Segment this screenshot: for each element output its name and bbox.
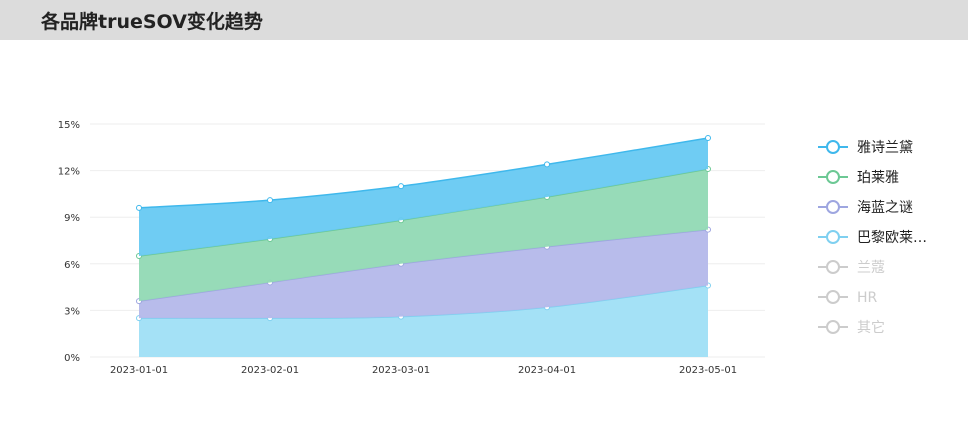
y-tick-label: 15%	[58, 120, 80, 131]
legend-marker	[826, 320, 840, 334]
area-4	[139, 137, 708, 257]
legend-label: 其它	[857, 319, 885, 336]
y-tick-label: 12%	[58, 167, 80, 178]
legend-label: 珀莱雅	[857, 170, 899, 186]
data-point	[267, 197, 273, 204]
data-point	[705, 134, 711, 141]
y-tick-label: 3%	[64, 306, 80, 317]
legend-item[interactable]: 海蓝之谜	[818, 200, 913, 216]
y-tick-label: 6%	[64, 260, 80, 271]
area-1	[139, 285, 708, 357]
legend-marker	[826, 140, 840, 154]
area-2	[139, 229, 708, 319]
x-tick-label: 2023-04-01	[518, 365, 576, 376]
x-tick-label: 2023-01-01	[110, 365, 168, 376]
legend-label: 兰蔻	[857, 260, 885, 276]
legend-item[interactable]: HR	[818, 290, 878, 306]
legend-marker	[826, 260, 840, 274]
data-point	[136, 204, 142, 211]
page-header: 各品牌trueSOV变化趋势	[0, 0, 968, 40]
x-tick-label: 2023-03-01	[372, 365, 430, 376]
legend-marker	[826, 230, 840, 244]
legend-label: HR	[857, 290, 878, 306]
legend-marker	[826, 170, 840, 184]
page-title: 各品牌trueSOV变化趋势	[41, 11, 263, 33]
y-tick-label: 9%	[64, 213, 80, 224]
data-point	[544, 161, 550, 168]
legend-item[interactable]: 兰蔻	[818, 260, 885, 276]
legend-item[interactable]: 巴黎欧莱…	[818, 230, 927, 246]
x-tick-label: 2023-05-01	[679, 365, 737, 376]
legend-item[interactable]: 珀莱雅	[818, 170, 899, 186]
y-tick-label: 0%	[64, 353, 80, 364]
legend-label: 雅诗兰黛	[857, 140, 913, 156]
legend-item[interactable]: 雅诗兰黛	[818, 140, 913, 156]
legend-item[interactable]: 其它	[818, 319, 885, 336]
legend-label: 海蓝之谜	[857, 200, 913, 216]
data-point	[398, 183, 404, 190]
legend-label: 巴黎欧莱…	[857, 230, 927, 246]
legend-marker	[826, 290, 840, 304]
area-3	[139, 169, 708, 302]
legend-marker	[826, 200, 840, 214]
x-tick-label: 2023-02-01	[241, 365, 299, 376]
